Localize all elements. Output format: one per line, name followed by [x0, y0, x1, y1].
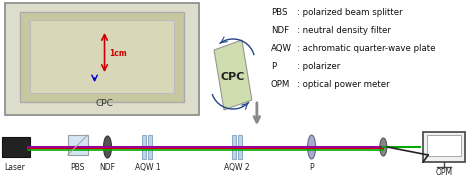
Text: AQW 2: AQW 2: [224, 163, 250, 172]
FancyBboxPatch shape: [5, 3, 199, 115]
FancyBboxPatch shape: [148, 135, 152, 159]
Text: P: P: [271, 62, 276, 71]
Text: 1cm: 1cm: [109, 48, 127, 58]
FancyBboxPatch shape: [20, 12, 184, 102]
Polygon shape: [214, 40, 252, 110]
Text: NDF: NDF: [271, 26, 289, 35]
Ellipse shape: [308, 135, 316, 159]
Text: : polarizer: : polarizer: [297, 62, 340, 71]
Text: NDF: NDF: [100, 163, 116, 172]
Text: Laser: Laser: [4, 163, 26, 172]
Text: CPC: CPC: [221, 72, 245, 82]
Text: AQW: AQW: [271, 44, 292, 53]
Text: : polarized beam splitter: : polarized beam splitter: [297, 8, 402, 17]
FancyBboxPatch shape: [68, 135, 88, 155]
FancyBboxPatch shape: [30, 20, 174, 93]
Ellipse shape: [380, 138, 387, 156]
Text: : neutral density filter: : neutral density filter: [297, 26, 391, 35]
Text: OPM: OPM: [436, 168, 453, 177]
Text: P: P: [310, 163, 314, 172]
Ellipse shape: [103, 136, 111, 158]
FancyBboxPatch shape: [142, 135, 146, 159]
Text: PBS: PBS: [71, 163, 85, 172]
Text: : optical power meter: : optical power meter: [297, 80, 389, 89]
FancyBboxPatch shape: [423, 132, 465, 162]
Text: PBS: PBS: [271, 8, 287, 17]
Text: OPM: OPM: [271, 80, 290, 89]
FancyBboxPatch shape: [2, 137, 30, 157]
Text: AQW 1: AQW 1: [135, 163, 160, 172]
FancyBboxPatch shape: [427, 135, 461, 156]
FancyBboxPatch shape: [232, 135, 236, 159]
FancyBboxPatch shape: [238, 135, 242, 159]
Text: CPC: CPC: [96, 99, 113, 108]
Text: : achromatic quarter-wave plate: : achromatic quarter-wave plate: [297, 44, 435, 53]
